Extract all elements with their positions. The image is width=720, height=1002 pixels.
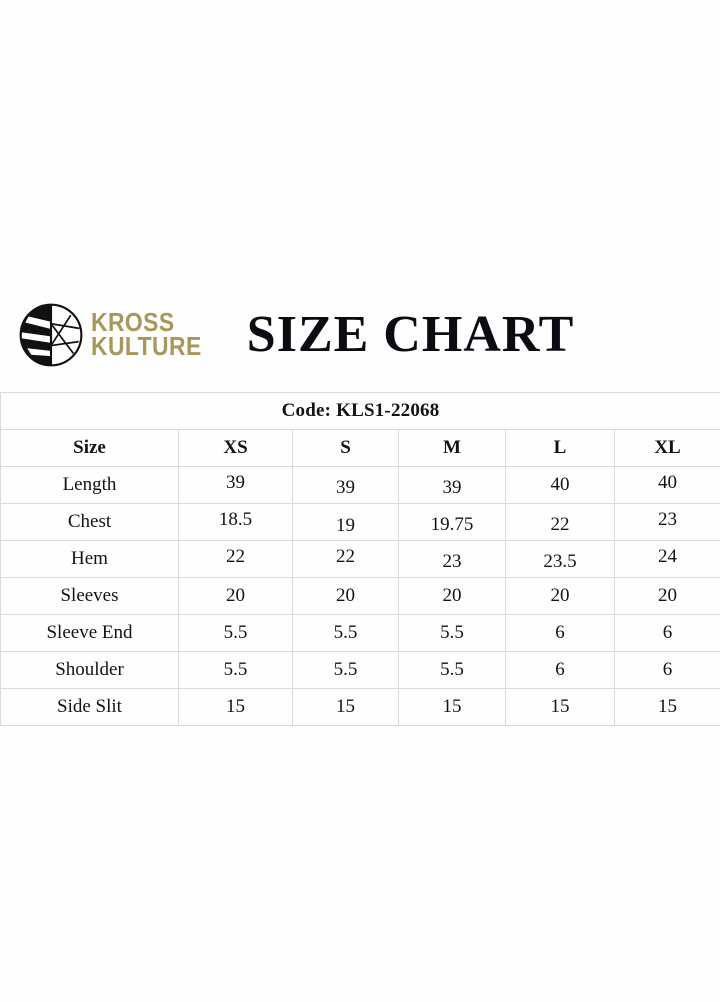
table-row: Side Slit 15 15 15 15 15: [0, 688, 720, 726]
brand-wordmark: KROSS KULTURE: [91, 307, 217, 361]
cell-l: 15: [505, 688, 615, 726]
brand-name-line-2: KULTURE: [91, 331, 202, 361]
measurement-label: Sleeve End: [0, 614, 179, 652]
brand-header: KROSS KULTURE SIZE CHART: [0, 291, 720, 379]
cell-xs: 15: [178, 688, 293, 726]
cell-xs: 39: [178, 466, 293, 504]
kross-kulture-circle-mark-icon: [19, 303, 83, 367]
table-row: Sleeves 20 20 20 20 20: [0, 577, 720, 615]
cell-m: 19.75: [398, 503, 506, 541]
cell-xs: 20: [178, 577, 293, 615]
cell-xs: 22: [178, 540, 293, 578]
column-header-m: M: [398, 429, 506, 467]
cell-s: 39: [292, 466, 399, 504]
cell-xl: 15: [613, 688, 720, 726]
cell-s: 20: [292, 577, 399, 615]
column-header-s: S: [292, 429, 399, 467]
cell-xl: 40: [613, 466, 720, 504]
cell-xs: 18.5: [178, 503, 293, 541]
cell-l: 22: [505, 503, 615, 541]
measurement-label: Chest: [0, 503, 179, 541]
column-header-xl: XL: [613, 429, 720, 467]
cell-s: 22: [292, 540, 399, 578]
page-title: SIZE CHART: [246, 306, 575, 363]
cell-xl: 23: [613, 503, 720, 541]
measurement-label: Hem: [0, 540, 179, 578]
column-header-xs: XS: [178, 429, 293, 467]
brand-name-line-1: KROSS: [91, 307, 175, 338]
table-row: Chest 18.5 19 19.75 22 23: [0, 503, 720, 541]
cell-m: 23: [398, 540, 506, 578]
cell-s: 5.5: [292, 614, 399, 652]
cell-m: 20: [398, 577, 506, 615]
cell-xl: 24: [613, 540, 720, 578]
column-header-l: L: [505, 429, 615, 467]
cell-xl: 6: [613, 614, 720, 652]
measurement-label: Side Slit: [0, 688, 179, 726]
measurement-label: Sleeves: [0, 577, 179, 615]
cell-l: 23.5: [505, 540, 615, 578]
cell-m: 5.5: [398, 651, 506, 689]
table-row: Sleeve End 5.5 5.5 5.5 6 6: [0, 614, 720, 652]
product-code-row: Code: KLS1-22068: [0, 392, 720, 430]
measurement-label: Length: [0, 466, 179, 504]
cell-l: 6: [505, 651, 615, 689]
cell-m: 5.5: [398, 614, 506, 652]
cell-m: 15: [398, 688, 506, 726]
table-row: Shoulder 5.5 5.5 5.5 6 6: [0, 651, 720, 689]
brand-lockup: KROSS KULTURE: [18, 302, 217, 368]
cell-s: 5.5: [292, 651, 399, 689]
table-row: Length 39 39 39 40 40: [0, 466, 720, 504]
cell-l: 20: [505, 577, 615, 615]
measurement-label: Shoulder: [0, 651, 179, 689]
cell-l: 40: [505, 466, 615, 504]
cell-xs: 5.5: [178, 651, 293, 689]
cell-s: 15: [292, 688, 399, 726]
product-code: Code: KLS1-22068: [0, 392, 720, 430]
cell-l: 6: [505, 614, 615, 652]
cell-s: 19: [292, 503, 399, 541]
cell-xs: 5.5: [178, 614, 293, 652]
table-header-row: Size XS S M L XL: [0, 429, 720, 467]
cell-m: 39: [398, 466, 506, 504]
cell-xl: 20: [613, 577, 720, 615]
cell-xl: 6: [613, 651, 720, 689]
size-chart-table: Code: KLS1-22068 Size XS S M L XL Length…: [0, 392, 720, 726]
column-header-size: Size: [0, 429, 179, 467]
table-row: Hem 22 22 23 23.5 24: [0, 540, 720, 578]
